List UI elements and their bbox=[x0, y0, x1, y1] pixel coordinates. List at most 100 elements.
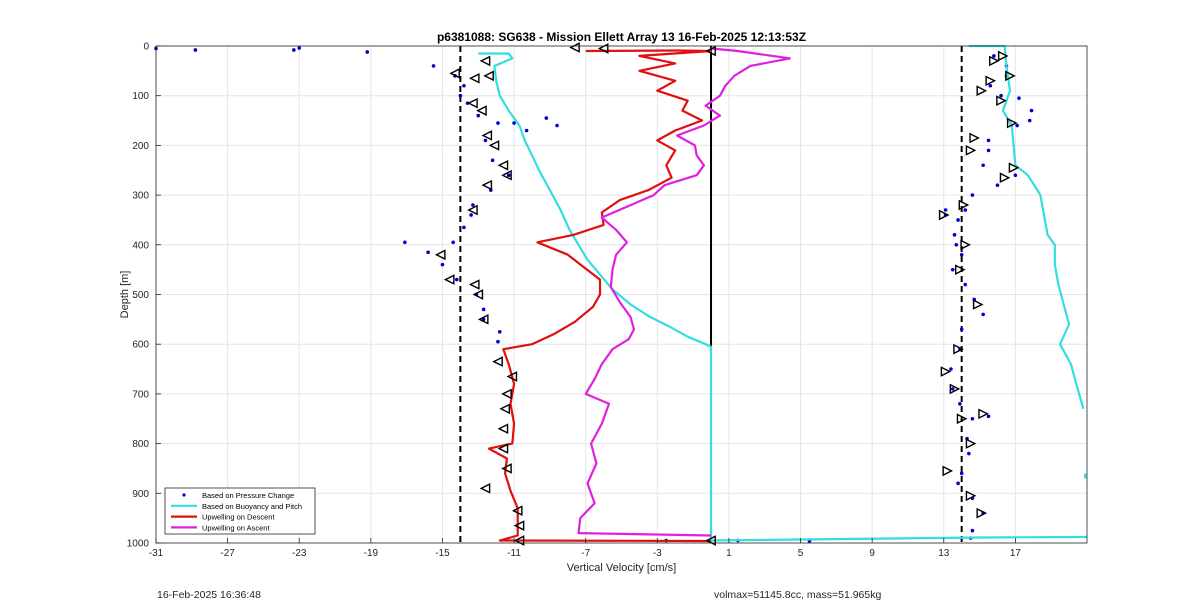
pressure-data-point bbox=[496, 339, 500, 344]
ascent-triangle-marker bbox=[969, 132, 980, 144]
y-tick-label: 200 bbox=[132, 141, 149, 152]
pressure-data-point bbox=[970, 528, 975, 533]
x-tick-label: -7 bbox=[581, 548, 590, 559]
pressure-data-point bbox=[462, 83, 466, 88]
y-axis-label: Depth [m] bbox=[119, 271, 131, 319]
ascent-triangle-marker bbox=[976, 85, 988, 97]
pressure-data-point bbox=[981, 163, 985, 168]
descent-triangle-marker bbox=[497, 423, 509, 435]
descent-triangle-marker bbox=[483, 70, 494, 82]
ascent-triangle-marker bbox=[949, 383, 961, 395]
descent-triangle-marker bbox=[501, 388, 512, 400]
descent-triangle-marker bbox=[499, 403, 511, 415]
pressure-data-point bbox=[462, 225, 466, 230]
descent-triangle-marker bbox=[513, 520, 525, 531]
pressure-data-point bbox=[952, 233, 957, 237]
ascent-triangle-marker bbox=[965, 145, 977, 156]
x-tick-label: -27 bbox=[220, 548, 235, 559]
pressure-data-point bbox=[469, 213, 473, 217]
ascent-triangle-marker bbox=[960, 239, 972, 251]
descent-triangle-marker bbox=[479, 482, 491, 494]
pressure-data-point bbox=[959, 252, 964, 257]
descent-triangle-marker bbox=[481, 130, 493, 141]
descent-triangle-marker bbox=[501, 463, 512, 474]
grid bbox=[155, 45, 1087, 544]
ascent-triangle-marker bbox=[965, 438, 977, 449]
pressure-data-point bbox=[403, 240, 407, 245]
x-tick-label: 9 bbox=[869, 548, 875, 559]
descent-triangle-marker bbox=[477, 314, 489, 325]
ascent-triangle-marker bbox=[997, 50, 1009, 62]
descent-triangle-marker bbox=[705, 45, 716, 57]
x-tick-label: 5 bbox=[798, 548, 804, 559]
pressure-data-point bbox=[431, 64, 436, 68]
pressure-data-point bbox=[512, 121, 516, 125]
descent-triangle-marker bbox=[511, 505, 523, 517]
x-tick-label: -31 bbox=[149, 548, 164, 559]
legend-label: Based on Buoyancy and Pitch bbox=[202, 502, 302, 511]
pressure-data-point bbox=[1015, 123, 1019, 128]
pressure-data-point bbox=[524, 128, 529, 133]
ascent-triangle-marker bbox=[953, 343, 964, 355]
y-tick-label: 400 bbox=[132, 240, 149, 251]
y-tick-label: 600 bbox=[132, 340, 149, 351]
ascent-triangle-marker bbox=[956, 413, 968, 425]
pressure-data-point bbox=[490, 158, 495, 163]
pressure-data-point bbox=[967, 451, 971, 456]
series-line bbox=[487, 49, 713, 543]
x-tick-label: 17 bbox=[1010, 548, 1022, 559]
pressure-data-point bbox=[471, 203, 475, 207]
x-tick-label: -23 bbox=[292, 548, 307, 559]
ascent-triangle-marker bbox=[1006, 117, 1018, 129]
pressure-data-point bbox=[988, 83, 993, 88]
ascent-triangle-marker bbox=[1008, 162, 1020, 174]
pressure-data-point bbox=[1013, 173, 1018, 178]
descent-triangle-marker bbox=[443, 274, 455, 285]
legend-label: Upwelling on Ascent bbox=[202, 523, 270, 532]
descent-triangle-marker bbox=[472, 289, 484, 300]
pressure-data-point bbox=[481, 307, 486, 312]
pressure-data-point bbox=[483, 138, 488, 143]
series-layer bbox=[154, 44, 1088, 543]
y-tick-label: 0 bbox=[143, 42, 149, 53]
ascent-triangle-marker bbox=[942, 465, 954, 477]
y-tick-label: 800 bbox=[132, 439, 149, 450]
x-tick-label: 1 bbox=[726, 548, 732, 559]
descent-triangle-marker bbox=[497, 159, 509, 171]
descent-triangle-marker bbox=[467, 97, 478, 109]
ascent-triangle-marker bbox=[1005, 70, 1016, 82]
series-line bbox=[968, 44, 1085, 410]
pressure-data-point bbox=[986, 138, 991, 143]
pressure-data-point bbox=[949, 367, 953, 371]
pressure-data-point bbox=[292, 48, 296, 52]
pressure-data-point bbox=[959, 327, 964, 332]
y-tick-label: 700 bbox=[132, 389, 149, 400]
pressure-data-point bbox=[506, 173, 511, 178]
series-line bbox=[478, 52, 713, 543]
legend-label: Upwelling on Descent bbox=[202, 513, 275, 522]
descent-triangle-marker bbox=[501, 169, 512, 181]
legend-marker bbox=[182, 493, 186, 497]
y-tick-label: 300 bbox=[132, 191, 149, 202]
descent-triangle-marker bbox=[467, 204, 478, 216]
pressure-data-point bbox=[981, 312, 985, 317]
pressure-data-point bbox=[986, 148, 991, 153]
x-tick-label: -15 bbox=[435, 548, 450, 559]
chart-title: p6381088: SG638 - Mission Ellett Array 1… bbox=[437, 30, 806, 44]
descent-triangle-marker bbox=[434, 249, 446, 261]
x-tick-label: -19 bbox=[364, 548, 379, 559]
legend-label: Based on Pressure Change bbox=[202, 491, 294, 500]
ascent-triangle-marker bbox=[972, 299, 984, 310]
pressure-data-point bbox=[986, 414, 991, 419]
pressure-data-point bbox=[193, 48, 198, 52]
y-tick-label: 500 bbox=[132, 290, 149, 301]
pressure-data-point bbox=[496, 121, 500, 125]
pressure-data-point bbox=[297, 46, 302, 50]
descent-triangle-marker bbox=[488, 140, 500, 151]
ascent-triangle-marker bbox=[989, 55, 1000, 67]
pressure-data-point bbox=[963, 282, 968, 287]
ascent-triangle-marker bbox=[978, 408, 989, 420]
series-line bbox=[577, 47, 791, 537]
y-tick-label: 1000 bbox=[127, 539, 150, 550]
